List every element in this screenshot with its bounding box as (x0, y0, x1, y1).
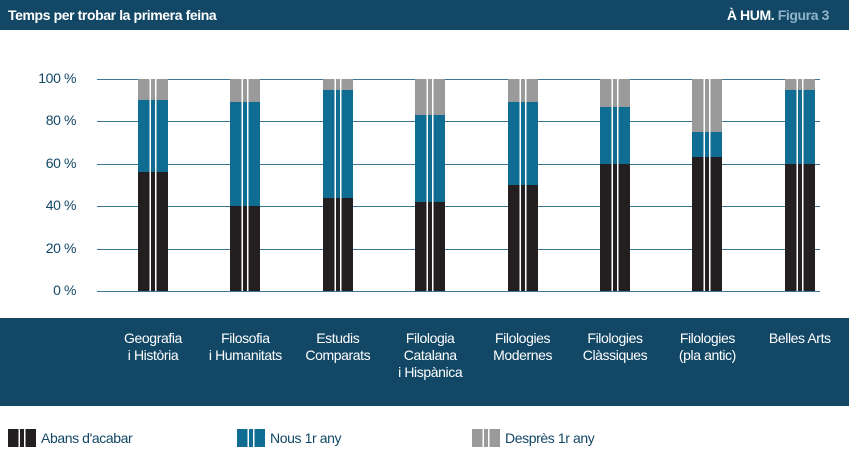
grid-line (97, 121, 820, 123)
y-tick-label: 0 % (53, 282, 76, 298)
bar-segment (600, 79, 630, 107)
bar-segment (415, 201, 446, 291)
legend-label: Nous 1r any (270, 430, 342, 446)
bar-segment (692, 132, 723, 158)
x-tick-label: Filologies Clàssiques (582, 330, 648, 363)
source: À HUM. (726, 7, 775, 23)
chart-title: Temps per trobar la primera feina (8, 7, 217, 23)
x-tick-label: Geografia i Història (124, 330, 182, 363)
bar-segment (507, 185, 538, 291)
bar-segment (138, 100, 168, 173)
x-tick-label: Estudis Comparats (305, 330, 371, 363)
y-tick-label: 60 % (45, 154, 77, 171)
legend-label: Desprès 1r any (505, 430, 595, 446)
figure: Figura 3 (777, 7, 830, 23)
header-bar (0, 0, 849, 30)
bar-segment (230, 102, 261, 207)
x-tick-label: Filologies (pla antic) (678, 330, 736, 363)
bar-segment (138, 79, 168, 101)
bar-segment (784, 89, 815, 164)
x-tick-label: Filosofia i Humanitats (208, 330, 282, 363)
figure-label: À HUM. Figura 3 (726, 7, 830, 23)
bar-segment (692, 79, 723, 132)
legend-swatch (237, 429, 265, 447)
x-tick-label: Filologia Catalana i Hispànica (398, 330, 463, 380)
bar-segment (784, 79, 815, 90)
grid-line (97, 79, 820, 80)
bar-segment (600, 163, 630, 291)
y-tick-label: 100 % (38, 70, 76, 86)
grid-line (97, 163, 820, 165)
legend-swatch (8, 429, 36, 447)
grid-line (97, 206, 820, 208)
x-tick-label: Filologies Modernes (493, 330, 553, 363)
bar-segment (600, 106, 630, 164)
bar-segment (322, 79, 353, 90)
category-band (0, 318, 849, 406)
bar-segment (415, 115, 446, 202)
bar-segment (322, 197, 353, 291)
bar-segment (784, 163, 815, 291)
bar-segment (415, 79, 446, 116)
legend-swatch (472, 429, 500, 447)
bar-segment (507, 102, 538, 185)
y-tick-label: 40 % (45, 197, 77, 214)
legend-label: Abans d'acabar (41, 430, 133, 446)
grid-line (97, 248, 820, 250)
y-tick-label: 80 % (45, 112, 77, 129)
bar-segment (230, 79, 261, 103)
bar-segment (322, 89, 353, 198)
bar-segment (138, 172, 168, 291)
x-tick-label: Belles Arts (768, 330, 831, 346)
bar-segment (507, 79, 538, 103)
bar-segment (230, 206, 261, 291)
y-tick-label: 20 % (45, 239, 77, 256)
grid-line (97, 291, 820, 292)
bar-segment (692, 157, 723, 291)
